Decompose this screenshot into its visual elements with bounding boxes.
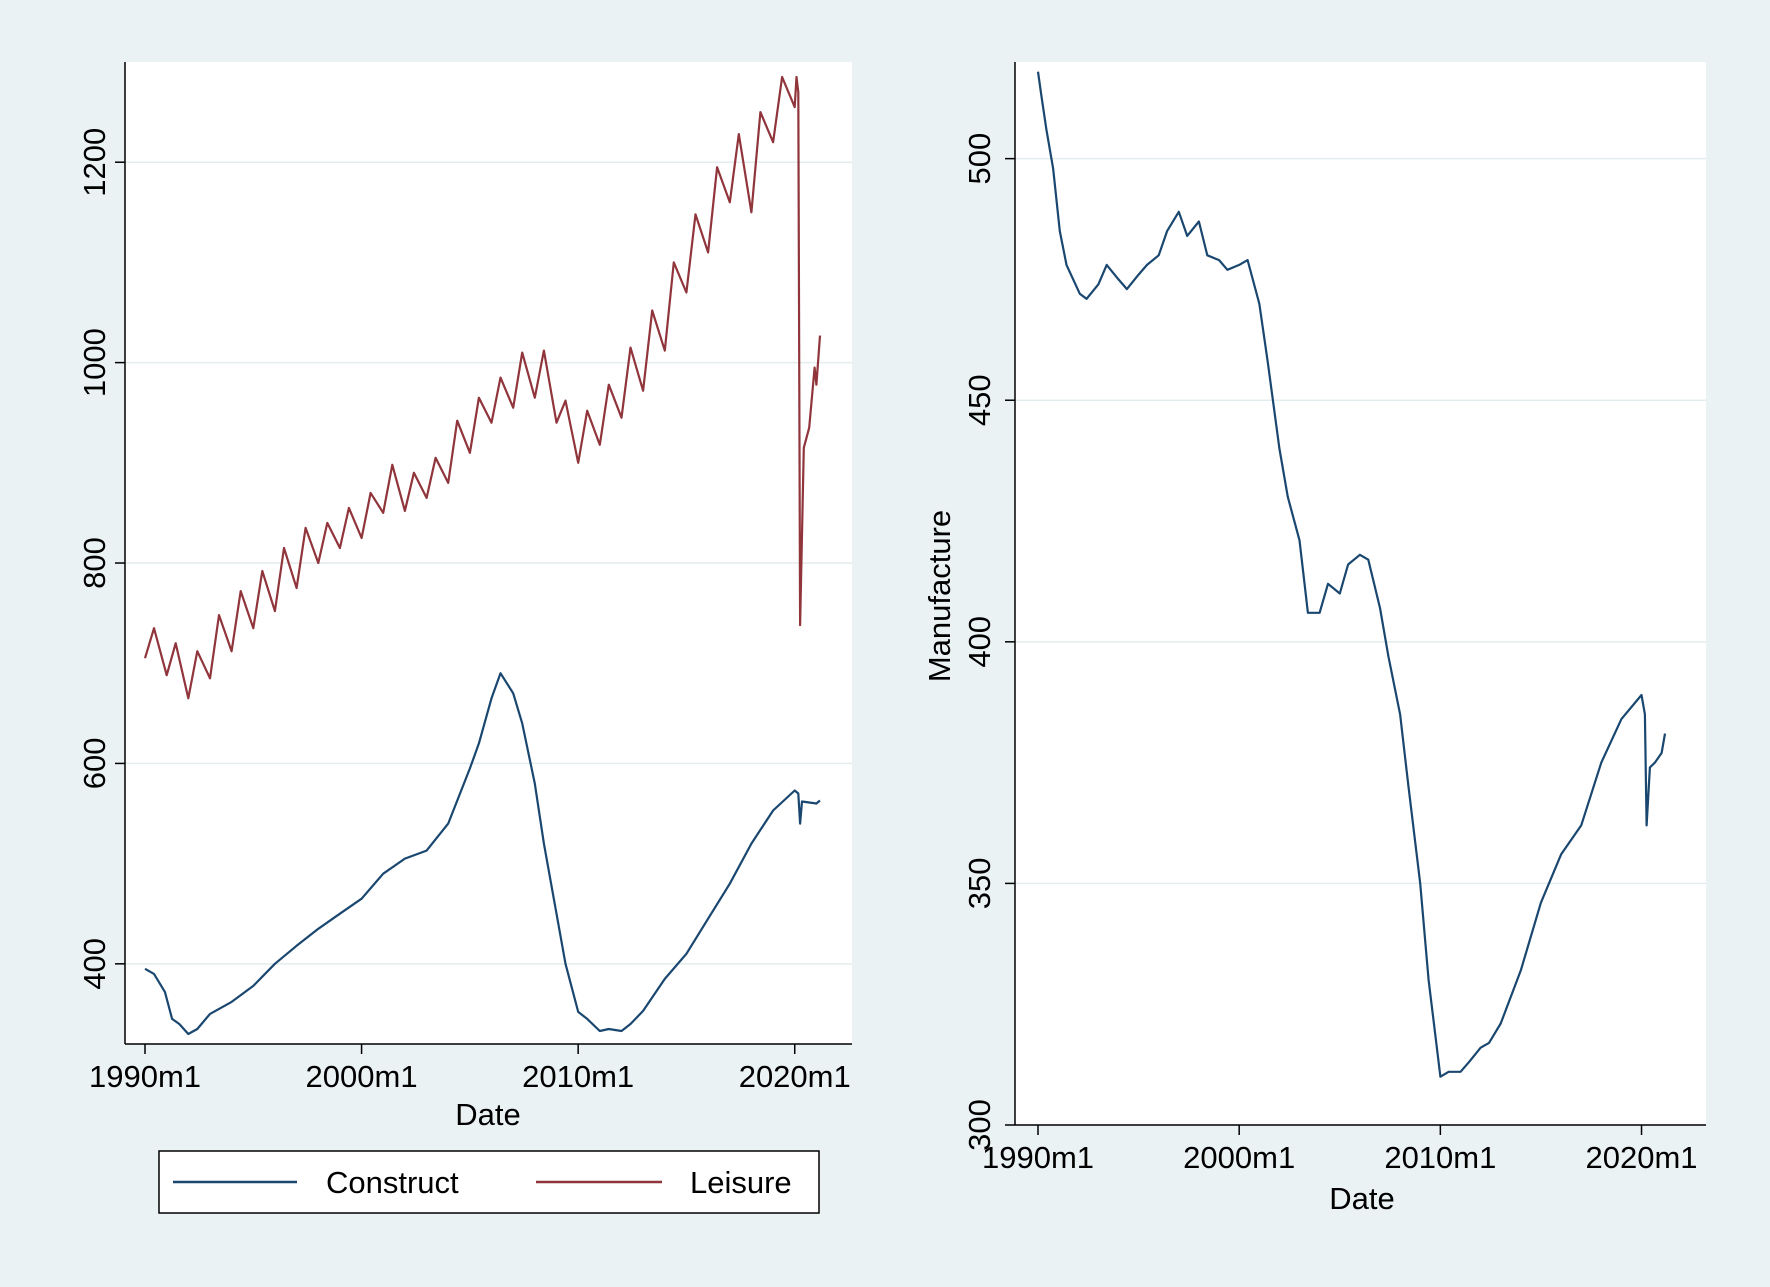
left-y-tick-label: 1000	[77, 328, 112, 397]
left-x-tick-label: 2010m1	[522, 1059, 634, 1094]
right-y-tick-label: 300	[962, 1099, 997, 1151]
right-y-tick-label: 450	[962, 374, 997, 426]
legend: Construct Leisure	[158, 1150, 820, 1214]
left-x-tick-label: 2000m1	[306, 1059, 418, 1094]
left-y-ticks: 400 600 800 1000 1200	[77, 128, 125, 990]
series-line-manufacture	[1036, 71, 1667, 1078]
left-y-tick-label: 800	[77, 537, 112, 589]
left-gridlines	[125, 161, 852, 965]
right-series-lines	[1036, 71, 1667, 1078]
left-x-ticks: 1990m1 2000m1 2010m1 2020m1	[89, 1044, 851, 1094]
right-x-ticks: 1990m1 2000m1 2010m1 2020m1	[982, 1125, 1698, 1175]
series-line-leisure	[143, 75, 822, 700]
right-y-tick-label: 350	[962, 858, 997, 910]
series-line-construct	[144, 672, 821, 1036]
legend-box	[158, 1150, 820, 1214]
left-series-lines	[143, 75, 822, 1036]
right-y-tick-label: 400	[962, 616, 997, 668]
chart-right: 300 350 400 450 500 1990m1 2000m1 2010m1 2020m1…	[922, 62, 1706, 1216]
left-y-tick-label: 1200	[77, 128, 112, 197]
legend-label-construct: Construct	[326, 1165, 459, 1200]
left-y-tick-label: 400	[77, 938, 112, 990]
left-x-tick-label: 2020m1	[739, 1059, 851, 1094]
right-x-tick-label: 2000m1	[1183, 1140, 1295, 1175]
right-y-ticks: 300 350 400 450 500	[962, 133, 1015, 1151]
right-y-axis-title: Manufacture	[922, 510, 957, 682]
left-x-tick-label: 1990m1	[89, 1059, 201, 1094]
right-x-axis-title: Date	[1329, 1181, 1394, 1216]
left-plot-area	[125, 62, 852, 1044]
right-x-tick-label: 1990m1	[982, 1140, 1094, 1175]
legend-label-leisure: Leisure	[690, 1165, 792, 1200]
left-x-axis-title: Date	[455, 1097, 520, 1132]
right-plot-area	[1015, 62, 1706, 1125]
chart-left: 400 600 800 1000 1200 1990m1 2000m1 2010m1 2020…	[77, 62, 852, 1132]
right-x-tick-label: 2010m1	[1384, 1140, 1496, 1175]
right-x-tick-label: 2020m1	[1586, 1140, 1698, 1175]
right-y-tick-label: 500	[962, 133, 997, 185]
left-y-tick-label: 600	[77, 738, 112, 790]
